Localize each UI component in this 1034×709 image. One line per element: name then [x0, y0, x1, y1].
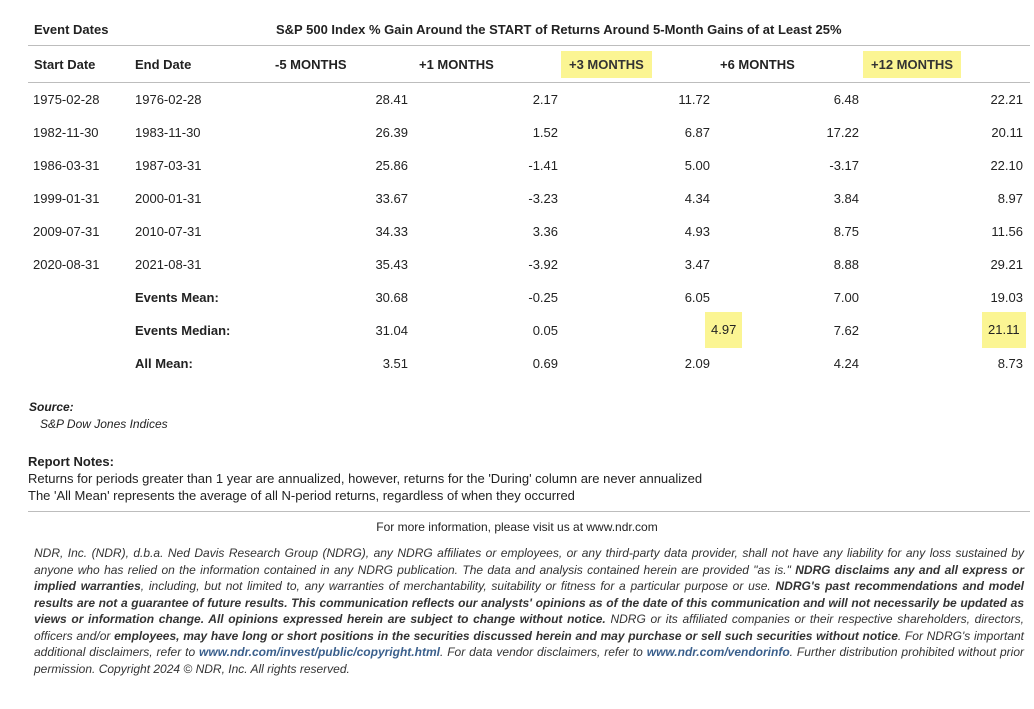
end-date-cell: 2021-08-31 [135, 257, 202, 272]
plus-12-cell: 29.21 [990, 257, 1023, 272]
plus-3-cell: 2.09 [684, 356, 710, 371]
table-row: 1999-01-31 2000-01-31 33.67 -3.23 4.34 3… [28, 182, 1030, 215]
plus-3-cell: 5.00 [684, 158, 710, 173]
col-minus-5-months: -5 MONTHS [275, 57, 347, 72]
plus-6-cell: 6.48 [833, 92, 859, 107]
minus-5-cell: 25.86 [375, 158, 408, 173]
plus-3-cell: 6.05 [684, 290, 710, 305]
more-info-text: For more information, please visit us at… [376, 520, 658, 534]
plus-1-cell: -0.25 [528, 290, 558, 305]
plus-1-cell: 0.05 [532, 323, 558, 338]
plus-12-cell: 20.11 [991, 125, 1023, 140]
table-row: 2009-07-31 2010-07-31 34.33 3.36 4.93 8.… [28, 215, 1030, 248]
source-value: S&P Dow Jones Indices [40, 417, 168, 431]
table-row: 2020-08-31 2021-08-31 35.43 -3.92 3.47 8… [28, 248, 1030, 281]
disclaimer-text: . Further distribution prohibited withou… [34, 645, 1024, 676]
table-title-bar: Event Dates S&P 500 Index % Gain Around … [28, 14, 1030, 46]
plus-6-cell: 7.00 [833, 290, 859, 305]
table-title: S&P 500 Index % Gain Around the START of… [276, 22, 842, 37]
table-row: 1982-11-30 1983-11-30 26.39 1.52 6.87 17… [28, 116, 1030, 149]
summary-row-all-mean: All Mean: 3.51 0.69 2.09 4.24 8.73 [28, 347, 1030, 380]
disclaimer-bold: NDRG's past recommendations and model re… [34, 579, 1024, 626]
plus-1-cell: 1.52 [532, 125, 558, 140]
minus-5-cell: 34.33 [375, 224, 408, 239]
col-plus-6-months: +6 MONTHS [720, 57, 795, 72]
disclaimer-text: . For data vendor disclaimers, refer to [439, 645, 647, 659]
col-plus-12-months: +12 MONTHS [863, 51, 961, 78]
plus-12-cell: 8.73 [997, 356, 1023, 371]
start-date-cell: 1982-11-30 [33, 125, 99, 140]
summary-label: Events Mean: [135, 290, 219, 305]
end-date-cell: 1987-03-31 [135, 158, 202, 173]
plus-6-cell: 17.22 [826, 125, 859, 140]
start-date-cell: 2020-08-31 [33, 257, 100, 272]
plus-1-cell: 2.17 [532, 92, 558, 107]
plus-1-cell: -3.92 [528, 257, 558, 272]
plus-12-cell-highlighted: 21.11 [982, 312, 1026, 348]
event-dates-label: Event Dates [34, 22, 109, 37]
disclaimer-bold: NDRG disclaims any and all express or im… [34, 562, 1025, 594]
plus-12-cell: 8.97 [997, 191, 1023, 206]
plus-12-cell: 19.03 [990, 290, 1023, 305]
minus-5-cell: 3.51 [382, 356, 408, 371]
minus-5-cell: 31.04 [375, 323, 408, 338]
disclaimer-bold: employees, may have long or short positi… [114, 628, 898, 643]
minus-5-cell: 33.67 [375, 191, 408, 206]
footer-divider [28, 511, 1030, 512]
end-date-cell: 1976-02-28 [135, 92, 202, 107]
disclaimer: NDR, Inc. (NDR), d.b.a. Ned Davis Resear… [34, 545, 1024, 677]
plus-6-cell: 8.88 [833, 257, 859, 272]
table-row: 1986-03-31 1987-03-31 25.86 -1.41 5.00 -… [28, 149, 1030, 182]
disclaimer-text: , including, but not limited to, any war… [140, 579, 776, 593]
disclaimer-text: NDRG or its affiliated companies or thei… [34, 612, 1024, 643]
plus-12-cell: 22.21 [990, 92, 1023, 107]
plus-3-cell: 6.87 [684, 125, 710, 140]
report-note: The 'All Mean' represents the average of… [28, 488, 575, 503]
plus-12-cell: 11.56 [991, 224, 1023, 239]
plus-3-cell: 3.47 [684, 257, 710, 272]
plus-6-cell: -3.17 [829, 158, 859, 173]
plus-3-cell: 4.93 [684, 224, 710, 239]
end-date-cell: 1983-11-30 [135, 125, 201, 140]
minus-5-cell: 26.39 [375, 125, 408, 140]
plus-12-cell: 22.10 [990, 158, 1023, 173]
minus-5-cell: 28.41 [375, 92, 408, 107]
vendor-info-link[interactable]: www.ndr.com/vendorinfo [646, 645, 790, 659]
report-note: Returns for periods greater than 1 year … [28, 471, 703, 486]
col-plus-3-months: +3 MONTHS [561, 51, 652, 78]
start-date-cell: 1975-02-28 [33, 92, 100, 107]
disclaimer-text: . For NDRG's important additional discla… [34, 628, 1025, 660]
copyright-link[interactable]: www.ndr.com/invest/public/copyright.html [199, 645, 440, 659]
plus-1-cell: 0.69 [532, 356, 558, 371]
plus-6-cell: 3.84 [833, 191, 859, 206]
plus-6-cell: 8.75 [833, 224, 859, 239]
summary-row-events-mean: Events Mean: 30.68 -0.25 6.05 7.00 19.03 [28, 281, 1030, 314]
plus-6-cell: 7.62 [833, 323, 859, 338]
minus-5-cell: 35.43 [375, 257, 408, 272]
column-header-row: Start Date End Date -5 MONTHS +1 MONTHS … [28, 46, 1030, 83]
start-date-cell: 1999-01-31 [33, 191, 100, 206]
plus-3-cell-highlighted: 4.97 [705, 312, 743, 348]
summary-row-events-median: Events Median: 31.04 0.05 4.97 7.62 21.1… [28, 312, 1030, 348]
minus-5-cell: 30.68 [375, 290, 408, 305]
start-date-cell: 2009-07-31 [33, 224, 100, 239]
plus-1-cell: -1.41 [528, 158, 558, 173]
end-date-cell: 2010-07-31 [135, 224, 202, 239]
summary-label: All Mean: [135, 356, 193, 371]
disclaimer-text: NDR, Inc. (NDR), d.b.a. Ned Davis Resear… [34, 546, 1024, 577]
table-row: 1975-02-28 1976-02-28 28.41 2.17 11.72 6… [28, 83, 1030, 116]
plus-1-cell: -3.23 [528, 191, 558, 206]
col-start-date: Start Date [34, 57, 96, 72]
end-date-cell: 2000-01-31 [135, 191, 202, 206]
report-notes-label: Report Notes: [28, 454, 114, 469]
col-end-date: End Date [135, 57, 192, 72]
plus-3-cell: 11.72 [678, 92, 710, 107]
source-label: Source: [29, 400, 74, 414]
plus-1-cell: 3.36 [532, 224, 558, 239]
summary-label: Events Median: [135, 323, 231, 338]
start-date-cell: 1986-03-31 [33, 158, 100, 173]
plus-6-cell: 4.24 [833, 356, 859, 371]
col-plus-1-months: +1 MONTHS [419, 57, 494, 72]
plus-3-cell: 4.34 [684, 191, 710, 206]
